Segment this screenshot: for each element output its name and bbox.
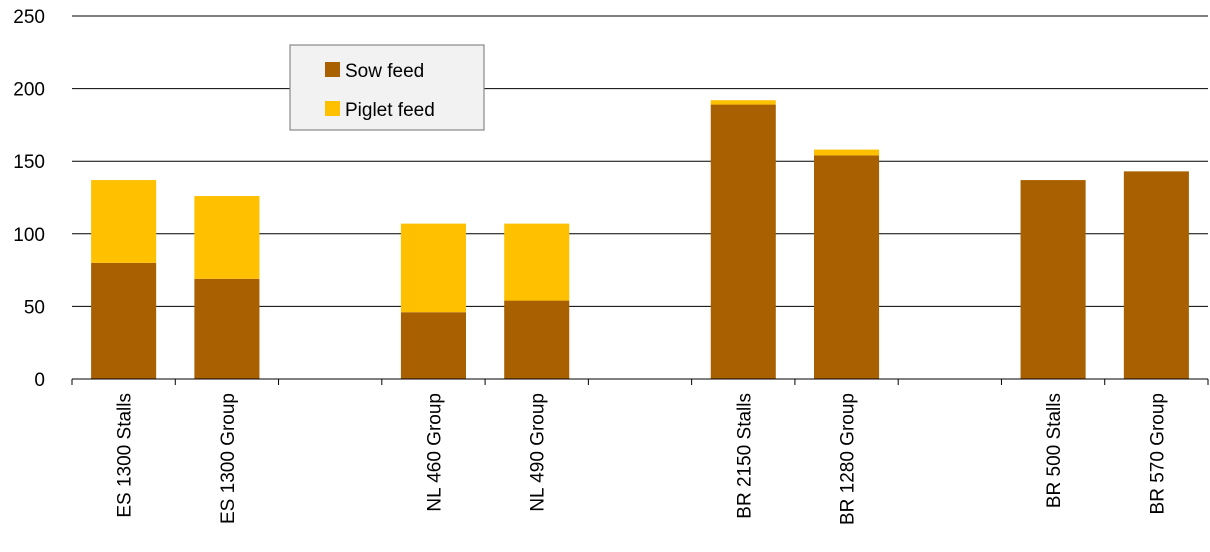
bars <box>91 100 1189 380</box>
bar-segment-sow-feed <box>710 104 776 380</box>
x-category-label: BR 500 Stalls <box>1044 393 1065 508</box>
x-category-label: BR 570 Group <box>1147 393 1168 514</box>
legend-label-piglet-feed: Piglet feed <box>345 100 435 121</box>
bar-segment-sow-feed <box>814 155 880 379</box>
legend-box <box>289 44 485 131</box>
bar-segment-piglet-feed <box>710 100 776 105</box>
bar-segment-sow-feed <box>400 312 466 379</box>
y-tick-label: 250 <box>13 7 45 28</box>
y-tick-labels: 0 50 100 150 200 250 <box>13 7 45 391</box>
bar-segment-piglet-feed <box>194 196 260 279</box>
y-tick-label: 100 <box>13 225 45 246</box>
bar-segment-piglet-feed <box>814 149 880 156</box>
x-category-label: NL 490 Group <box>528 393 549 512</box>
y-tick-label: 200 <box>13 80 45 101</box>
y-tick-label: 0 <box>34 370 45 391</box>
x-category-label: ES 1300 Stalls <box>115 393 136 518</box>
bar-segment-sow-feed <box>1020 180 1086 379</box>
gridlines <box>72 15 1208 307</box>
y-tick-label: 50 <box>24 297 45 318</box>
x-category-label: BR 1280 Group <box>838 393 859 525</box>
bar-segment-piglet-feed <box>400 223 466 313</box>
legend-label-sow-feed: Sow feed <box>345 61 424 82</box>
legend: Sow feed Piglet feed <box>289 44 485 131</box>
bar-segment-piglet-feed <box>504 223 570 301</box>
bar-segment-sow-feed <box>1123 171 1189 379</box>
x-category-label: NL 460 Group <box>424 393 445 512</box>
bar-segment-piglet-feed <box>91 180 157 263</box>
legend-swatch-sow-feed <box>325 62 340 77</box>
y-tick-label: 150 <box>13 152 45 173</box>
x-tick-labels: ES 1300 Stalls ES 1300 Group NL 460 Group N… <box>115 393 1169 525</box>
x-category-label: ES 1300 Group <box>218 393 239 524</box>
x-category-label: BR 2150 Stalls <box>734 393 755 519</box>
bar-segment-sow-feed <box>194 278 260 379</box>
bar-segment-sow-feed <box>91 262 157 379</box>
legend-swatch-piglet-feed <box>325 101 340 116</box>
axes <box>71 378 1209 385</box>
bar-segment-sow-feed <box>504 300 570 379</box>
